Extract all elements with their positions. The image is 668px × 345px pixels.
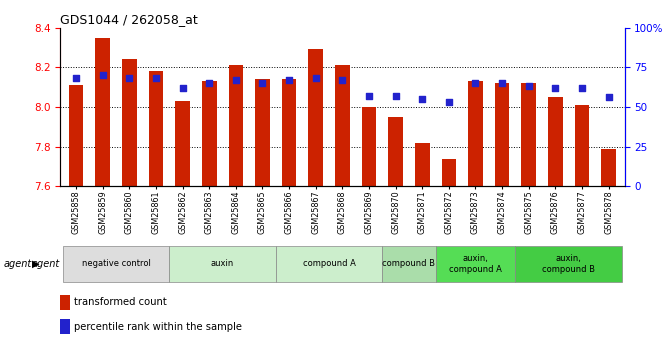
Text: auxin,
compound B: auxin, compound B <box>542 254 595 274</box>
Point <box>603 95 614 100</box>
Point <box>337 77 347 83</box>
Point <box>311 76 321 81</box>
Text: auxin: auxin <box>211 259 234 268</box>
Point <box>71 76 81 81</box>
Text: negative control: negative control <box>81 259 150 268</box>
Bar <box>96 38 110 186</box>
Point <box>497 80 508 86</box>
Bar <box>335 65 349 186</box>
Bar <box>436 246 516 282</box>
Point <box>204 80 214 86</box>
Point <box>417 96 428 102</box>
Bar <box>361 107 376 186</box>
Bar <box>228 65 243 186</box>
Point <box>363 93 374 99</box>
Bar <box>495 83 510 186</box>
Text: compound A: compound A <box>303 259 355 268</box>
Point <box>444 99 454 105</box>
Text: GDS1044 / 262058_at: GDS1044 / 262058_at <box>60 13 198 27</box>
Point <box>257 80 268 86</box>
Bar <box>60 295 70 310</box>
Bar <box>548 97 562 186</box>
Bar <box>175 101 190 186</box>
Bar <box>574 105 589 186</box>
Point <box>576 85 587 91</box>
Text: compound B: compound B <box>382 259 436 268</box>
Point <box>550 85 560 91</box>
Bar <box>149 71 163 186</box>
Text: percentile rank within the sample: percentile rank within the sample <box>74 322 242 332</box>
Bar <box>382 246 436 282</box>
Bar <box>69 85 84 186</box>
Bar <box>415 142 430 186</box>
Text: agent: agent <box>3 259 31 269</box>
Bar <box>282 79 297 186</box>
Bar <box>169 246 276 282</box>
Bar <box>276 246 382 282</box>
Bar <box>60 319 70 334</box>
Bar <box>522 83 536 186</box>
Bar <box>309 49 323 186</box>
Bar <box>468 81 483 186</box>
Bar <box>255 79 270 186</box>
Text: auxin,
compound A: auxin, compound A <box>449 254 502 274</box>
Bar <box>516 246 622 282</box>
Point <box>177 85 188 91</box>
Point <box>124 76 135 81</box>
Bar <box>63 246 169 282</box>
Text: transformed count: transformed count <box>74 297 167 307</box>
Bar <box>388 117 403 186</box>
Point <box>98 72 108 78</box>
Point <box>230 77 241 83</box>
Point <box>150 76 161 81</box>
Text: agent: agent <box>31 259 59 269</box>
Bar <box>442 158 456 186</box>
Bar <box>202 81 216 186</box>
Bar <box>601 149 616 186</box>
Point <box>470 80 481 86</box>
Point <box>524 83 534 89</box>
Point <box>390 93 401 99</box>
Text: ▶: ▶ <box>32 259 39 269</box>
Bar <box>122 59 137 186</box>
Point <box>284 77 295 83</box>
